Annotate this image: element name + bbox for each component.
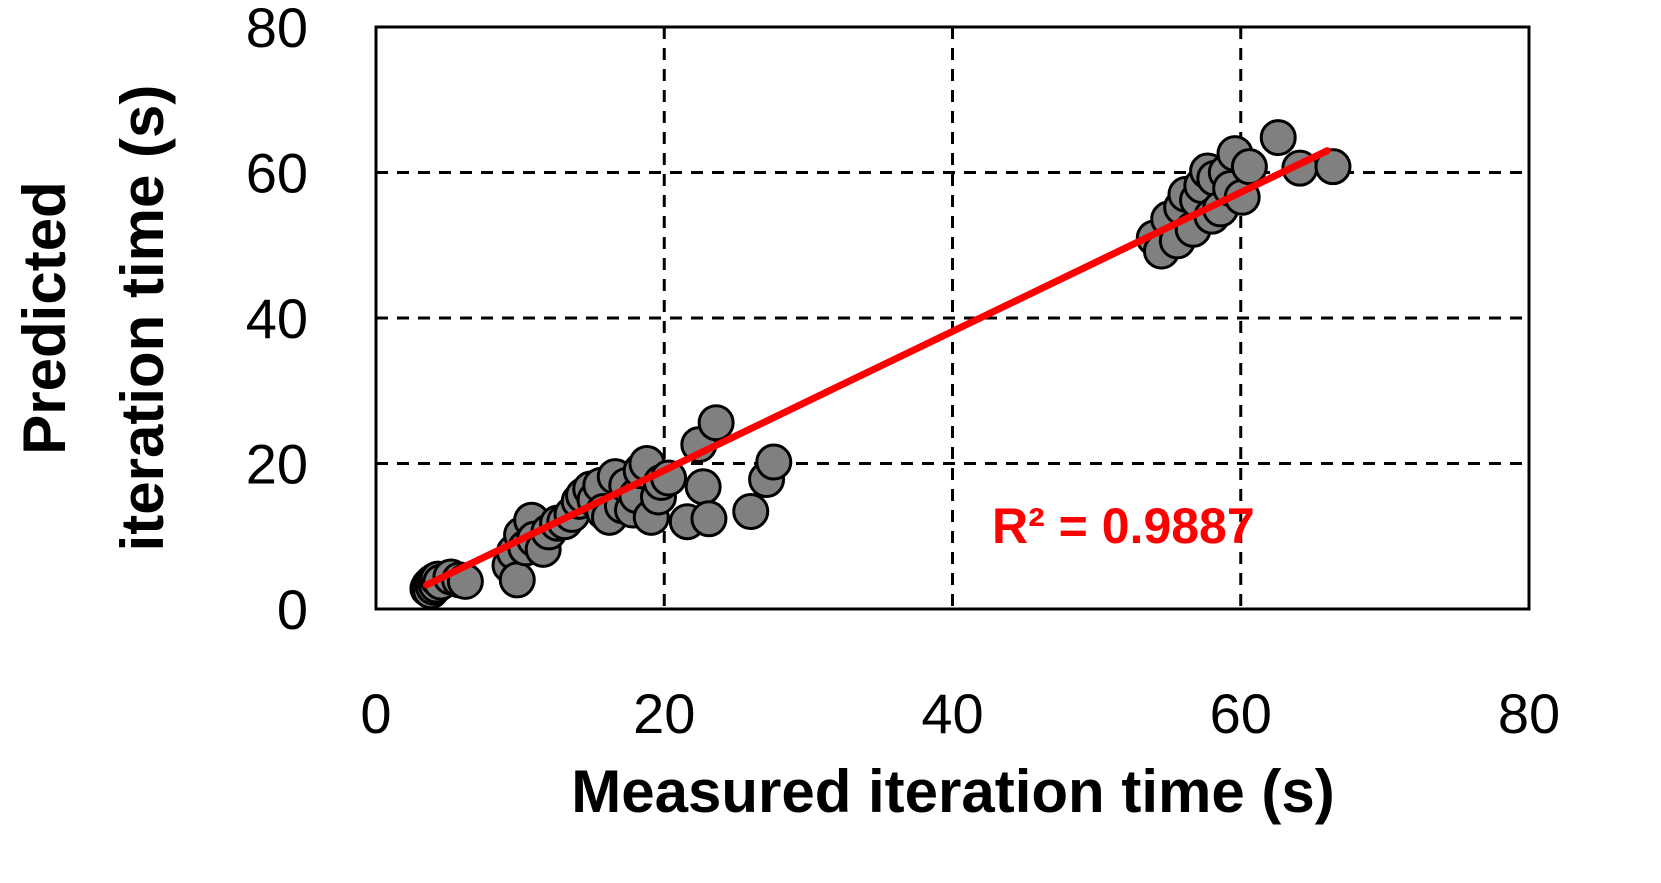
- data-point-45: [690, 500, 728, 538]
- x-tick-labels: 0 20 40 60 80: [360, 682, 1560, 745]
- x-tick-label-80: 80: [1498, 682, 1560, 745]
- x-tick-label-40: 40: [921, 682, 983, 745]
- data-point-67: [1230, 148, 1268, 186]
- x-tick-label-0: 0: [360, 682, 391, 745]
- data-point-49: [755, 443, 793, 481]
- data-point-14: [498, 561, 536, 599]
- trendline: [422, 147, 1331, 589]
- data-points: [409, 119, 1352, 610]
- y-tick-label-60: 60: [246, 142, 308, 205]
- y-tick-label-80: 80: [246, 0, 308, 59]
- data-point-44: [684, 468, 722, 506]
- data-point-46: [697, 404, 735, 442]
- x-tick-label-60: 60: [1210, 682, 1272, 745]
- y-tick-label-20: 20: [246, 433, 308, 496]
- data-point-68: [1259, 119, 1297, 157]
- x-axis-title: Measured iteration time (s): [571, 758, 1335, 825]
- x-tick-label-20: 20: [633, 682, 695, 745]
- y-tick-label-0: 0: [277, 578, 308, 641]
- data-point-47: [732, 493, 770, 531]
- r-squared-annotation: R² = 0.9887: [992, 498, 1255, 554]
- y-axis-title-line-1: Predicted: [11, 181, 78, 454]
- data-point-70: [1314, 148, 1352, 186]
- y-tick-label-40: 40: [246, 287, 308, 350]
- y-axis-title-line-2: iteration time (s): [109, 85, 176, 552]
- plot-area-border: [374, 25, 1531, 611]
- y-axis-title: Predicted iteration time (s): [11, 85, 176, 552]
- trendline-group: [422, 147, 1331, 589]
- y-tick-labels: 0 20 40 60 80: [246, 0, 308, 641]
